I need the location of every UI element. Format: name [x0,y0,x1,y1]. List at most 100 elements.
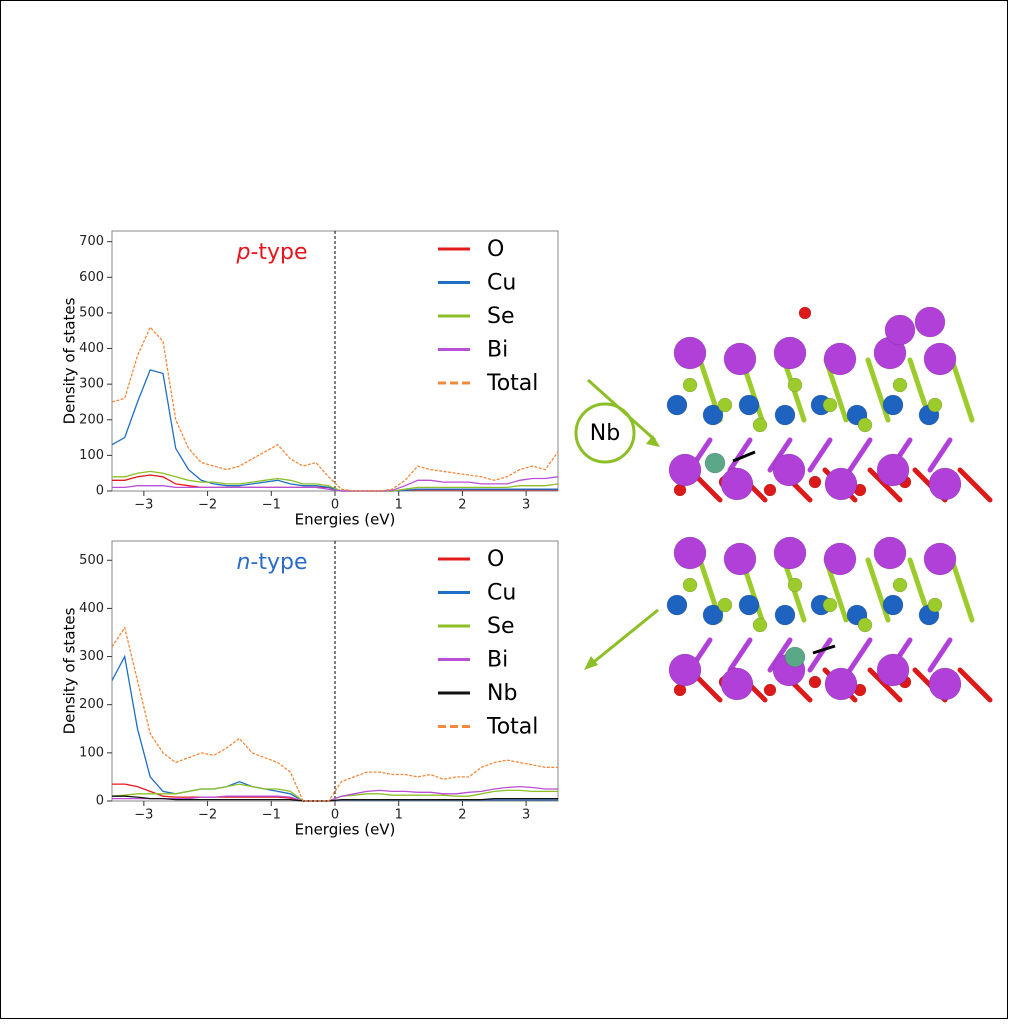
atom [823,598,837,612]
x-tick-label: 3 [522,808,530,823]
atom [773,454,805,486]
legend-label: O [487,237,504,262]
atom [683,578,697,592]
y-tick-label: 100 [79,448,104,463]
atom [775,605,795,625]
legend-label: O [487,547,504,572]
atom [724,543,756,575]
atom [764,484,776,496]
atom [669,454,701,486]
y-tick-label: 0 [96,794,104,809]
atom [809,476,821,488]
x-tick-label: −2 [198,808,217,823]
x-tick-label: 1 [395,808,403,823]
atom [667,395,687,415]
atom [874,537,906,569]
y-tick-label: 500 [79,305,104,320]
atom [885,315,915,345]
atom [928,398,942,412]
atom [928,598,942,612]
atom [883,395,903,415]
y-axis-label: Density of states [61,607,79,734]
legend-label: Total [486,715,538,740]
x-tick-label: −1 [262,808,281,823]
y-tick-label: 400 [79,341,104,356]
y-tick-label: 300 [79,377,104,392]
y-tick-label: 700 [79,234,104,249]
atom [924,343,956,375]
x-tick-label: 2 [458,498,466,513]
figure: Nb 0 100 200 300 400 500 600 700 −3 −2 −1 0 1 2 3 Energ… [0,0,1009,1020]
atom [877,454,909,486]
atom [753,418,767,432]
atom [739,595,759,615]
atom [858,418,872,432]
atom [683,378,697,392]
atom [825,668,857,700]
atom [718,598,732,612]
atom [718,398,732,412]
y-tick-label: 100 [79,745,104,760]
atom [883,595,903,615]
legend-label: Cu [487,581,516,606]
atom [809,676,821,688]
x-tick-label: 2 [458,808,466,823]
atom [858,618,872,632]
atom [825,468,857,500]
y-tick-label: 300 [79,649,104,664]
legend-label: Bi [487,648,508,673]
x-tick-label: 1 [395,498,403,513]
y-axis-label: Density of states [61,297,79,424]
y-tick-label: 200 [79,697,104,712]
atom [705,453,725,473]
y-tick-label: 600 [79,270,104,285]
atom [775,405,795,425]
legend-label: Se [487,304,515,329]
x-tick-label: −2 [198,498,217,513]
atom [669,654,701,686]
atom [764,684,776,696]
x-tick-label: −3 [134,808,153,823]
y-tick-label: 400 [79,601,104,616]
atom [674,537,706,569]
legend-label: Bi [487,338,508,363]
atom [824,343,856,375]
y-tick-label: 500 [79,553,104,568]
atom [924,543,956,575]
atom [774,537,806,569]
atom [915,307,945,337]
y-tick-label: 0 [96,484,104,499]
atom [774,337,806,369]
nb-label: Nb [590,421,620,446]
x-axis-label: Energies (eV) [295,511,396,529]
legend-label: Se [487,614,515,639]
atom [721,468,753,500]
atom [721,668,753,700]
atom [674,337,706,369]
atom [893,378,907,392]
x-tick-label: 3 [522,498,530,513]
legend-label: Total [486,371,538,396]
atom [823,398,837,412]
legend-label: Cu [487,271,516,296]
atom [788,378,802,392]
x-tick-label: −1 [262,498,281,513]
annotation: n-type [236,550,307,575]
y-tick-label: 200 [79,412,104,427]
atom [753,618,767,632]
x-tick-label: −3 [134,498,153,513]
atom [788,578,802,592]
atom [929,468,961,500]
atom [739,395,759,415]
annotation: p-type [235,240,307,265]
atom [893,578,907,592]
atom [799,307,811,319]
legend-label: Nb [487,681,517,706]
x-axis-label: Energies (eV) [295,821,396,839]
atom [667,595,687,615]
atom [824,543,856,575]
atom [724,343,756,375]
atom [929,668,961,700]
atom [877,654,909,686]
atom [785,647,805,667]
